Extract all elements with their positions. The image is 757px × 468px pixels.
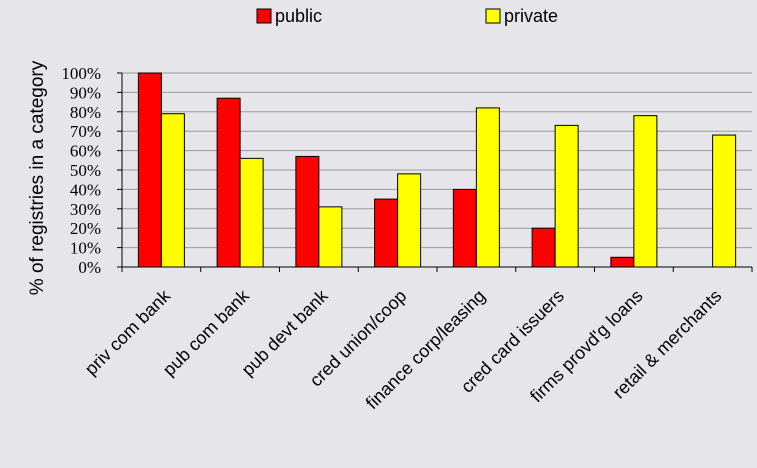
bar-private bbox=[475, 107, 500, 268]
bar-public bbox=[295, 155, 320, 268]
bar-public bbox=[374, 198, 399, 268]
bar-public bbox=[452, 188, 477, 268]
y-tick-label: 80% bbox=[70, 103, 101, 122]
bar-private bbox=[712, 134, 737, 268]
y-tick-label: 10% bbox=[70, 239, 101, 258]
y-tick-label: 20% bbox=[70, 219, 101, 238]
y-tick-labels: 0%10%20%30%40%50%60%70%80%90%100% bbox=[61, 64, 101, 277]
bar-private bbox=[160, 113, 185, 268]
legend-swatch-public bbox=[256, 8, 272, 24]
y-tick-label: 90% bbox=[70, 83, 101, 102]
bar-public bbox=[137, 72, 162, 268]
y-tick-label: 60% bbox=[70, 142, 101, 161]
legend-swatch-private bbox=[485, 8, 501, 24]
gridlines bbox=[122, 72, 752, 268]
bar-private bbox=[554, 124, 579, 268]
bar-public bbox=[216, 97, 241, 268]
bar-private bbox=[318, 206, 343, 268]
y-tick-label: 40% bbox=[70, 180, 101, 199]
y-axis-title: % of registries in a category bbox=[27, 60, 48, 295]
y-tick-label: 100% bbox=[61, 64, 101, 83]
y-tick-label: 50% bbox=[70, 161, 101, 180]
legend-label-private: private bbox=[504, 6, 558, 26]
bar-private bbox=[239, 157, 264, 268]
bar-public bbox=[610, 256, 635, 268]
y-tick-label: 70% bbox=[70, 122, 101, 141]
legend-label-public: public bbox=[275, 6, 322, 26]
bar-private bbox=[397, 173, 422, 268]
y-tick-label: 30% bbox=[70, 200, 101, 219]
axes bbox=[117, 72, 753, 272]
bar-public bbox=[531, 227, 556, 268]
y-tick-label: 0% bbox=[78, 258, 101, 277]
bar-private bbox=[633, 115, 658, 268]
legend: public private bbox=[256, 6, 558, 26]
